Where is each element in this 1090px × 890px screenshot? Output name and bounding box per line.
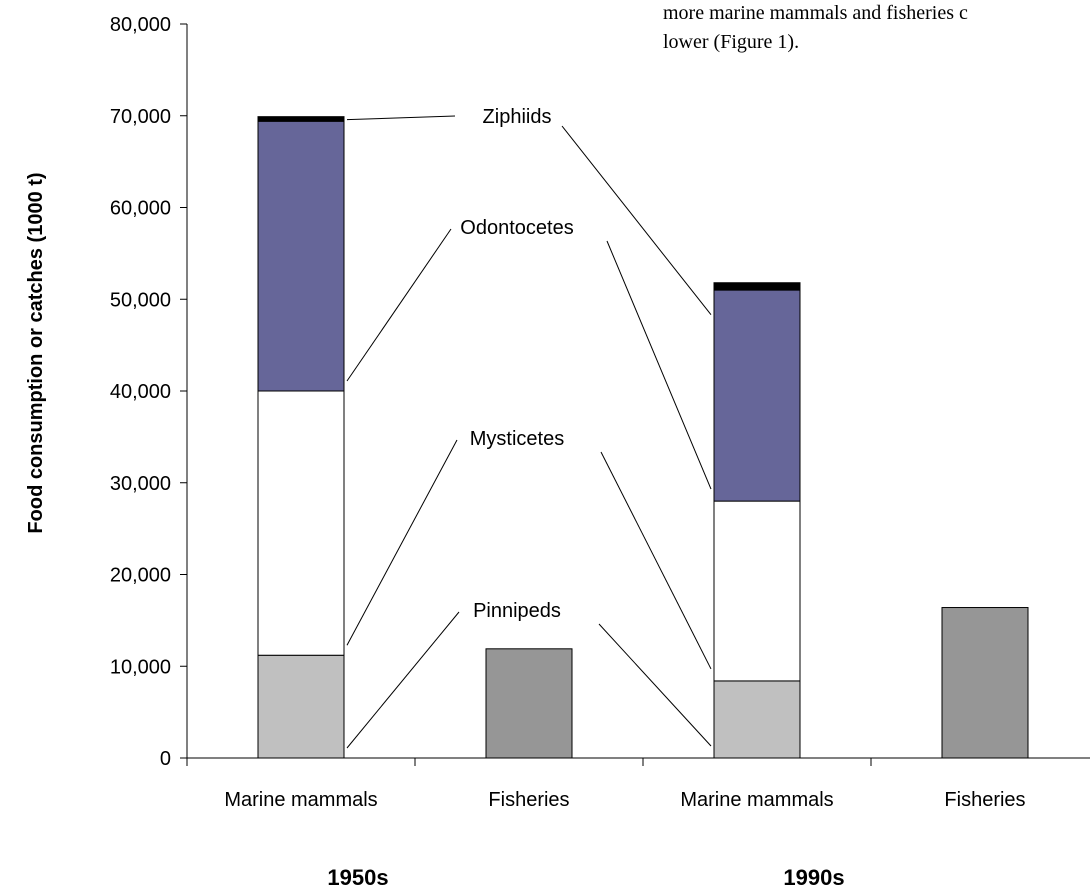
y-axis-label: Food consumption or catches (1000 t) [25, 172, 47, 533]
page-text-line-2: lower (Figure 1). [663, 31, 799, 53]
y-tick-label: 80,000 [110, 14, 171, 36]
bars [257, 116, 1029, 759]
y-tick-label: 60,000 [110, 198, 171, 220]
leader-line [346, 439, 458, 646]
group-label: 1990s [783, 865, 844, 890]
group-label: 1950s [327, 865, 388, 890]
annotation-odontocetes: Odontocetes [460, 217, 573, 239]
x-tick-label: Fisheries [944, 789, 1025, 811]
y-tick-label: 30,000 [110, 473, 171, 495]
x-tick-label: Marine mammals [224, 789, 377, 811]
y-tick-label: 10,000 [110, 656, 171, 678]
y-tick-label: 20,000 [110, 565, 171, 587]
leader-line [346, 115, 456, 121]
bar-pinnipeds [257, 654, 345, 759]
annotation-pinnipeds: Pinnipeds [473, 600, 561, 622]
bar-fisheries [485, 648, 573, 759]
annotations: Ziphiids Odontocetes Mysticetes Pinnipeds [346, 106, 712, 749]
leader-line [606, 240, 712, 490]
y-tick-label: 40,000 [110, 381, 171, 403]
x-ticks: Marine mammals Fisheries Marine mammals Fis… [186, 758, 1026, 811]
group-labels: 1950s 1990s [327, 865, 844, 890]
leader-line [346, 611, 460, 749]
y-tick-label: 50,000 [110, 289, 171, 311]
bar-odontocetes [257, 120, 345, 392]
bar-mysticetes [257, 390, 345, 656]
leader-line [600, 451, 712, 670]
y-ticks: 0 10,000 20,000 30,000 40,000 50,000 60,000 70,… [110, 14, 187, 770]
x-tick-label: Marine mammals [680, 789, 833, 811]
bar-fisheries [941, 607, 1029, 759]
annotation-mysticetes: Mysticetes [470, 428, 564, 450]
page-text-line-1: more marine mammals and fisheries c [663, 2, 968, 24]
leader-line [561, 125, 712, 316]
bar-ziphiids [713, 282, 801, 291]
y-tick-label: 70,000 [110, 106, 171, 128]
leader-line [346, 228, 452, 382]
leader-line [598, 623, 712, 747]
bar-odontocetes [713, 289, 801, 502]
bar-pinnipeds [713, 680, 801, 759]
bar-ziphiids [257, 116, 345, 122]
x-tick-label: Fisheries [488, 789, 569, 811]
bar-mysticetes [713, 500, 801, 682]
y-tick-label: 0 [160, 748, 171, 770]
annotation-ziphiids: Ziphiids [483, 106, 552, 128]
